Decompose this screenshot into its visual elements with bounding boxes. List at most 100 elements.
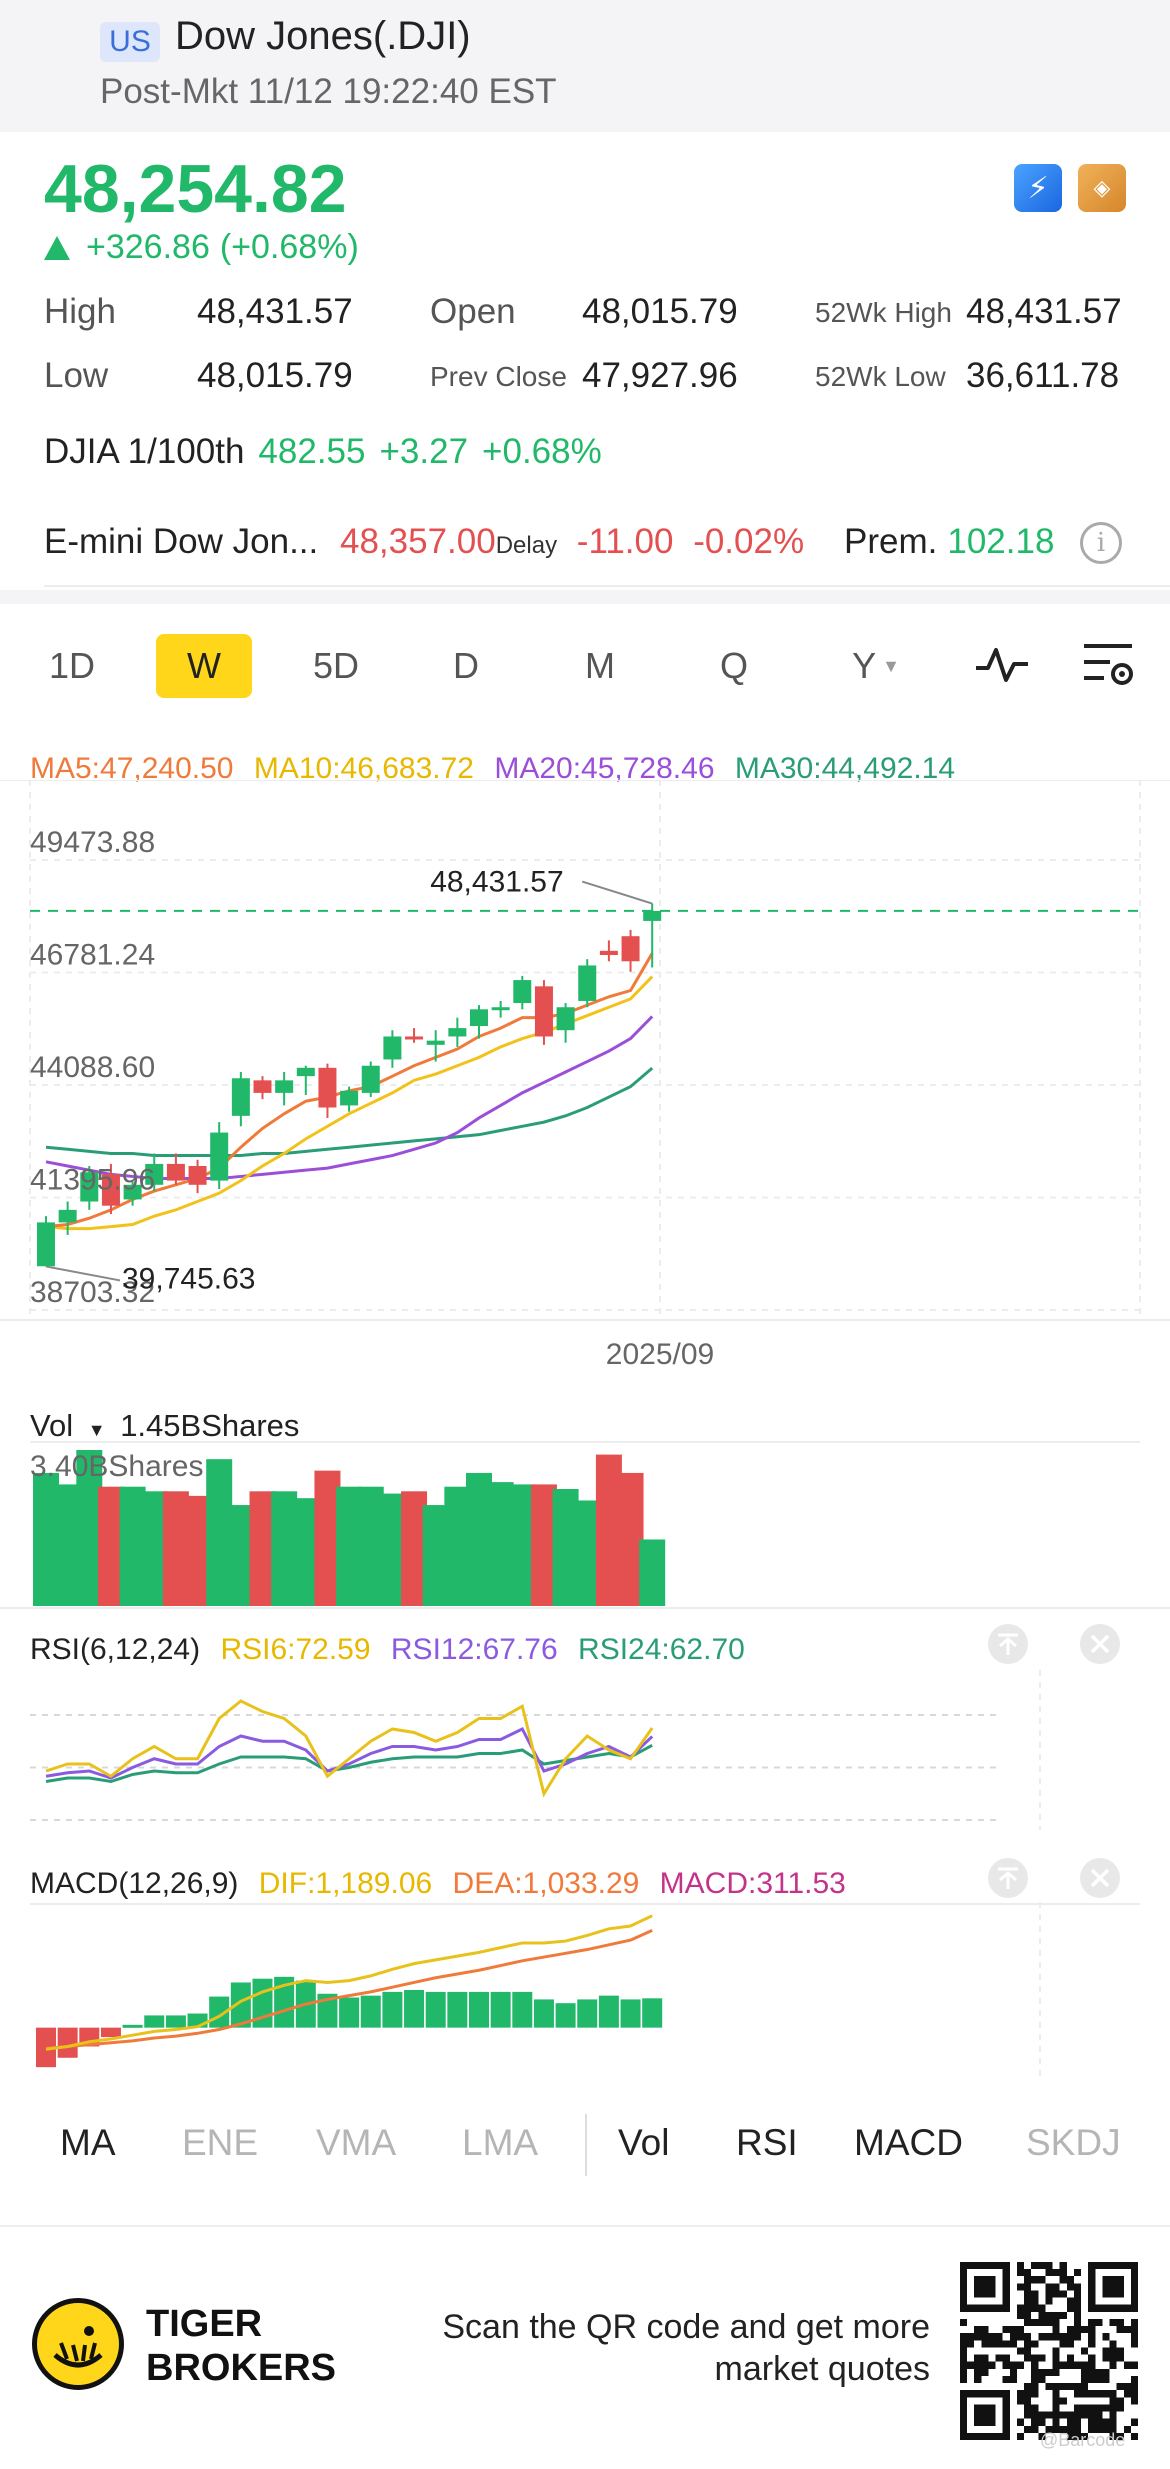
high-marker-label: 48,431.57 [430, 866, 563, 899]
emini-pct: -0.02% [693, 522, 805, 561]
macd-bar [100, 2027, 121, 2038]
volume-chart[interactable]: 3.40BShares [0, 1440, 1170, 1610]
candle-body [188, 1165, 207, 1185]
macd-bar [598, 1995, 619, 2028]
indicator-tab-ma[interactable]: MA [60, 2122, 116, 2163]
open-value: 48,015.79 [582, 292, 738, 331]
info-icon[interactable]: i [1080, 522, 1122, 564]
market-badge: US [100, 22, 160, 62]
candle-body [621, 936, 640, 962]
macd-bar [317, 1993, 338, 2028]
prev-close-value: 47,927.96 [582, 356, 738, 395]
indicator-tab-ene[interactable]: ENE [182, 2122, 259, 2163]
macd-bar [404, 1990, 425, 2028]
macd-bar [642, 1998, 663, 2028]
high-marker-line [581, 880, 653, 905]
change-percent: (+0.68%) [219, 228, 359, 266]
macd-legend: MACD(12,26,9) DIF:1,189.06 DEA:1,033.29 … [30, 1867, 846, 1901]
wk52-low-value: 36,611.78 [966, 356, 1120, 395]
djia-row[interactable]: DJIA 1/100th 482.55 +3.27 +0.68% [44, 432, 602, 472]
macd-bar [620, 1999, 641, 2028]
close-icon[interactable] [1078, 1622, 1122, 1666]
period-y-label: Y [852, 645, 877, 686]
rsi-chart[interactable] [0, 1670, 1170, 1830]
dea-line [45, 1929, 653, 2050]
y-tick-label: 44088.60 [30, 1051, 155, 1084]
close-icon[interactable] [1078, 1856, 1122, 1900]
dea-value: DEA:1,033.29 [452, 1867, 640, 1900]
candle-body [643, 910, 662, 921]
change-value: +326.86 [86, 228, 210, 266]
candle-body [340, 1090, 359, 1106]
macd-bar [230, 1982, 251, 2028]
indicator-tab-rsi[interactable]: RSI [736, 2122, 798, 2163]
period-1d[interactable]: 1D [48, 645, 96, 686]
candle-body [58, 1209, 77, 1223]
period-m[interactable]: M [585, 645, 615, 686]
indicator-tab-macd[interactable]: MACD [854, 2122, 963, 2163]
candle-body [578, 965, 597, 1001]
flash-icon[interactable]: ⚡ [1014, 164, 1062, 212]
y-tick-label: 41395.96 [30, 1164, 155, 1197]
brand-line-2: BROKERS [146, 2347, 337, 2389]
period-5d[interactable]: 5D [312, 645, 360, 686]
candle-body [534, 986, 553, 1037]
y-tick-label: 38703.32 [30, 1276, 155, 1309]
low-marker-label: 39,745.63 [122, 1262, 255, 1295]
rsi12-line [45, 1727, 654, 1780]
period-d[interactable]: D [453, 645, 479, 686]
indicator-tab-skdj[interactable]: SKDJ [1026, 2122, 1121, 2163]
y-tick-label: 49473.88 [30, 826, 155, 859]
candlestick-chart[interactable]: 49473.88 46781.24 44088.60 41395.96 38703.32… [0, 780, 1170, 1390]
layers-icon[interactable]: ◈ [1078, 164, 1126, 212]
candle-body [513, 980, 532, 1004]
volume-axis-max: 3.40BShares [30, 1450, 203, 1483]
wk52-high-value: 48,431.57 [966, 292, 1122, 331]
chart-settings-icon[interactable] [1080, 640, 1136, 690]
volume-legend[interactable]: Vol ▼ 1.45BShares [30, 1408, 299, 1444]
qr-code [960, 2262, 1138, 2440]
macd-chart[interactable] [0, 1902, 1170, 2078]
indicator-tab-vma[interactable]: VMA [316, 2122, 397, 2163]
macd-bar [274, 1976, 295, 2028]
emini-row[interactable]: E-mini Dow Jon... 48,357.00Delay -11.00 … [44, 522, 804, 562]
macd-value: MACD:311.53 [659, 1867, 846, 1900]
candle-body [253, 1080, 272, 1093]
chart-type-icon[interactable] [974, 642, 1030, 686]
macd-bar [165, 2015, 186, 2028]
candle-body [80, 1172, 99, 1202]
macd-bar [577, 1999, 598, 2028]
y-tick-label: 46781.24 [30, 939, 155, 972]
candle-body [491, 1007, 510, 1011]
open-label: Open [430, 292, 516, 331]
macd-bar [360, 1995, 381, 2028]
page-title: Dow Jones(.DJI) [175, 14, 471, 58]
divider [44, 585, 1170, 587]
brand-name: TIGER BROKERS [146, 2302, 336, 2390]
low-value: 48,015.79 [197, 356, 353, 395]
period-w[interactable]: W [156, 634, 252, 698]
indicator-tab-lma[interactable]: LMA [462, 2122, 539, 2163]
premium-label: Prem. [844, 522, 938, 561]
candle-body [101, 1174, 120, 1206]
volume-label: Vol [30, 1408, 74, 1443]
pin-top-icon[interactable] [986, 1622, 1030, 1666]
candle-body [383, 1036, 402, 1060]
period-q[interactable]: Q [719, 645, 748, 686]
pin-top-icon[interactable] [986, 1856, 1030, 1900]
macd-bar [144, 2015, 165, 2028]
dif-value: DIF:1,189.06 [258, 1867, 433, 1900]
candle-body [296, 1067, 315, 1077]
period-y[interactable]: Y ▼ [846, 634, 906, 698]
candle-body [145, 1163, 164, 1185]
indicator-tab-vol[interactable]: Vol [618, 2122, 670, 2163]
candle-body [210, 1132, 229, 1181]
scan-prompt: Scan the QR code and get more market quo… [442, 2308, 930, 2388]
footer-divider [0, 2225, 1170, 2227]
djia-label: DJIA 1/100th [44, 432, 245, 471]
rsi24-value: RSI24:62.70 [578, 1633, 745, 1666]
candle-body [556, 1007, 575, 1031]
dif-line [45, 1914, 653, 2051]
rsi-label: RSI(6,12,24) [30, 1633, 201, 1666]
candle-body [231, 1078, 250, 1116]
